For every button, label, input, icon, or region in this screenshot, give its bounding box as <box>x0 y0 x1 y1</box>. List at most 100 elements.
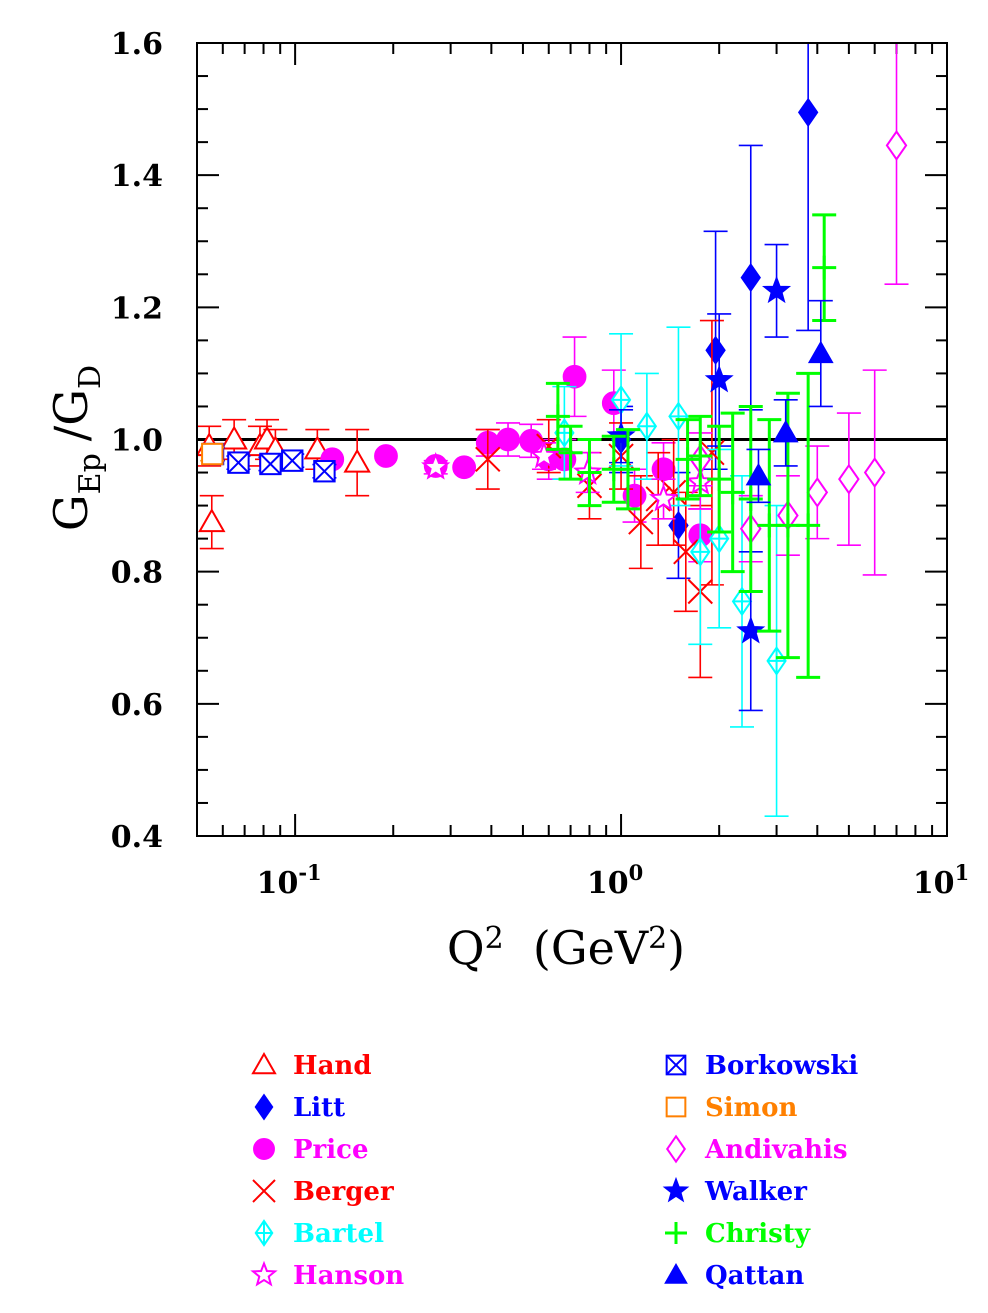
y-tick-label: 1.0 <box>111 424 163 459</box>
y-tick-label: 1.2 <box>111 291 163 326</box>
data-point-christy <box>812 213 837 323</box>
legend-label-walker: Walker <box>704 1177 807 1207</box>
y-axis-title-slash: / <box>44 425 98 441</box>
legend-marker-bartel <box>254 1219 274 1247</box>
data-point-hanson <box>648 478 679 520</box>
y-axis-title-g1: G <box>44 494 98 531</box>
data-point-christy <box>688 414 713 498</box>
legend-label-hand: Hand <box>293 1051 372 1081</box>
data-point-christy <box>757 418 782 633</box>
legend-marker-walker <box>662 1176 690 1203</box>
series-walker <box>606 243 792 712</box>
legend-item-andivahis: Andivahis <box>665 1134 848 1165</box>
data-point-berger <box>673 491 699 613</box>
data-point-hand <box>220 418 248 461</box>
plot-frame <box>196 42 948 837</box>
svg-text:GEp/GD: GEp/GD <box>44 365 108 531</box>
y-tick-label: 1.4 <box>111 159 163 194</box>
legend-marker-simon <box>665 1096 687 1118</box>
legend-label-andivahis: Andivahis <box>704 1135 848 1165</box>
legend-label-litt: Litt <box>293 1093 345 1123</box>
y-axis-title-g2: G <box>44 389 98 426</box>
x-tick-label: 100 <box>587 860 643 901</box>
legend-label-berger: Berger <box>293 1177 394 1207</box>
data-point-litt <box>796 43 821 332</box>
legend-marker-borkowski <box>665 1054 687 1076</box>
legend-item-christy: Christy <box>665 1219 811 1249</box>
legend-item-walker: Walker <box>662 1176 807 1207</box>
legend-marker-andivahis <box>665 1134 687 1164</box>
x-tick-labels: 10-1 100 101 <box>257 860 970 901</box>
data-point-andivahis <box>884 43 909 286</box>
legend-label-bartel: Bartel <box>293 1219 384 1249</box>
y-axis-title-sub1: Ep <box>73 453 108 494</box>
legend-item-hand: Hand <box>251 1051 372 1081</box>
legend-item-berger: Berger <box>252 1177 394 1207</box>
legend-label-christy: Christy <box>705 1219 811 1249</box>
data-point-christy <box>796 371 821 679</box>
data-point-andivahis <box>836 412 861 547</box>
data-point-christy <box>545 381 570 451</box>
legend-item-simon: Simon <box>665 1093 798 1123</box>
data-point-borkowski <box>226 451 251 474</box>
data-point-christy <box>577 438 602 508</box>
data-point-qattan <box>772 399 799 467</box>
data-point-christy <box>615 428 640 511</box>
data-points <box>197 43 909 817</box>
legend: Hand Litt Price Berger Bartel Hanson Borkowski… <box>250 1051 858 1291</box>
legend-marker-hand <box>251 1051 277 1075</box>
data-point-hand <box>343 428 371 497</box>
legend-item-borkowski: Borkowski <box>665 1051 858 1081</box>
legend-label-hanson: Hanson <box>293 1261 404 1291</box>
data-point-hand <box>198 494 226 550</box>
data-point-christy <box>720 411 745 574</box>
legend-marker-litt <box>254 1093 274 1121</box>
legend-item-bartel: Bartel <box>254 1219 384 1249</box>
data-point-berger <box>628 475 654 570</box>
legend-marker-christy <box>665 1222 687 1244</box>
legend-item-hanson: Hanson <box>250 1260 404 1291</box>
data-point-qattan <box>807 299 834 408</box>
y-tick-label: 1.6 <box>111 27 163 62</box>
data-point-berger <box>475 428 501 490</box>
y-tick-label: 0.6 <box>111 688 163 723</box>
x-axis-title: Q2 (GeV2) <box>447 921 685 975</box>
legend-marker-qattan <box>664 1262 688 1284</box>
data-point-price <box>452 455 477 480</box>
data-point-bartel <box>688 458 713 646</box>
legend-label-price: Price <box>293 1135 369 1165</box>
y-tick-label: 0.4 <box>111 820 163 855</box>
svg-text:Q2 (GeV2): Q2 (GeV2) <box>447 921 685 975</box>
y-axis-title: GEp/GD <box>44 365 108 531</box>
x-axis-title-sup2: 2 <box>648 921 667 956</box>
x-tick-label: 10-1 <box>257 860 322 901</box>
series-simon <box>200 442 225 466</box>
data-point-andivahis <box>862 369 887 576</box>
x-axis-title-base: Q <box>447 921 485 975</box>
data-point-litt <box>738 144 763 411</box>
x-tick-label: 101 <box>913 860 969 901</box>
data-point-walker <box>762 243 792 338</box>
y-tick-labels: 0.4 0.6 0.8 1.0 1.2 1.4 1.6 <box>111 27 163 855</box>
data-point-christy <box>558 424 583 481</box>
legend-marker-berger <box>252 1179 276 1203</box>
data-point-hanson <box>529 440 559 471</box>
legend-label-simon: Simon <box>705 1093 798 1123</box>
legend-item-litt: Litt <box>254 1093 345 1123</box>
data-point-price <box>374 444 398 468</box>
data-point-simon <box>200 442 225 466</box>
legend-label-borkowski: Borkowski <box>705 1051 858 1081</box>
legend-item-price: Price <box>253 1135 369 1165</box>
y-axis-title-sub2: D <box>73 365 108 389</box>
data-point-christy <box>675 418 700 501</box>
data-point-borkowski <box>280 449 305 472</box>
legend-marker-price <box>253 1138 275 1160</box>
x-axis-title-close: ) <box>667 921 685 975</box>
data-point-borkowski <box>312 460 337 483</box>
legend-label-qattan: Qattan <box>705 1261 804 1291</box>
y-tick-label: 0.8 <box>111 556 163 591</box>
data-point-christy <box>707 424 732 534</box>
data-point-bartel <box>730 475 755 728</box>
data-point-hanson <box>421 451 451 480</box>
